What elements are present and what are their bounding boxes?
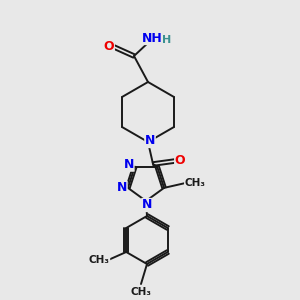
Text: N: N xyxy=(142,199,152,212)
Text: N: N xyxy=(124,158,134,171)
Text: H: H xyxy=(162,35,172,45)
Text: N: N xyxy=(117,182,127,194)
Text: O: O xyxy=(104,40,114,52)
Text: CH₃: CH₃ xyxy=(130,287,152,297)
Text: N: N xyxy=(145,134,155,148)
Text: CH₃: CH₃ xyxy=(184,178,206,188)
Text: O: O xyxy=(175,154,185,167)
Text: NH: NH xyxy=(142,32,162,44)
Text: CH₃: CH₃ xyxy=(89,255,110,265)
